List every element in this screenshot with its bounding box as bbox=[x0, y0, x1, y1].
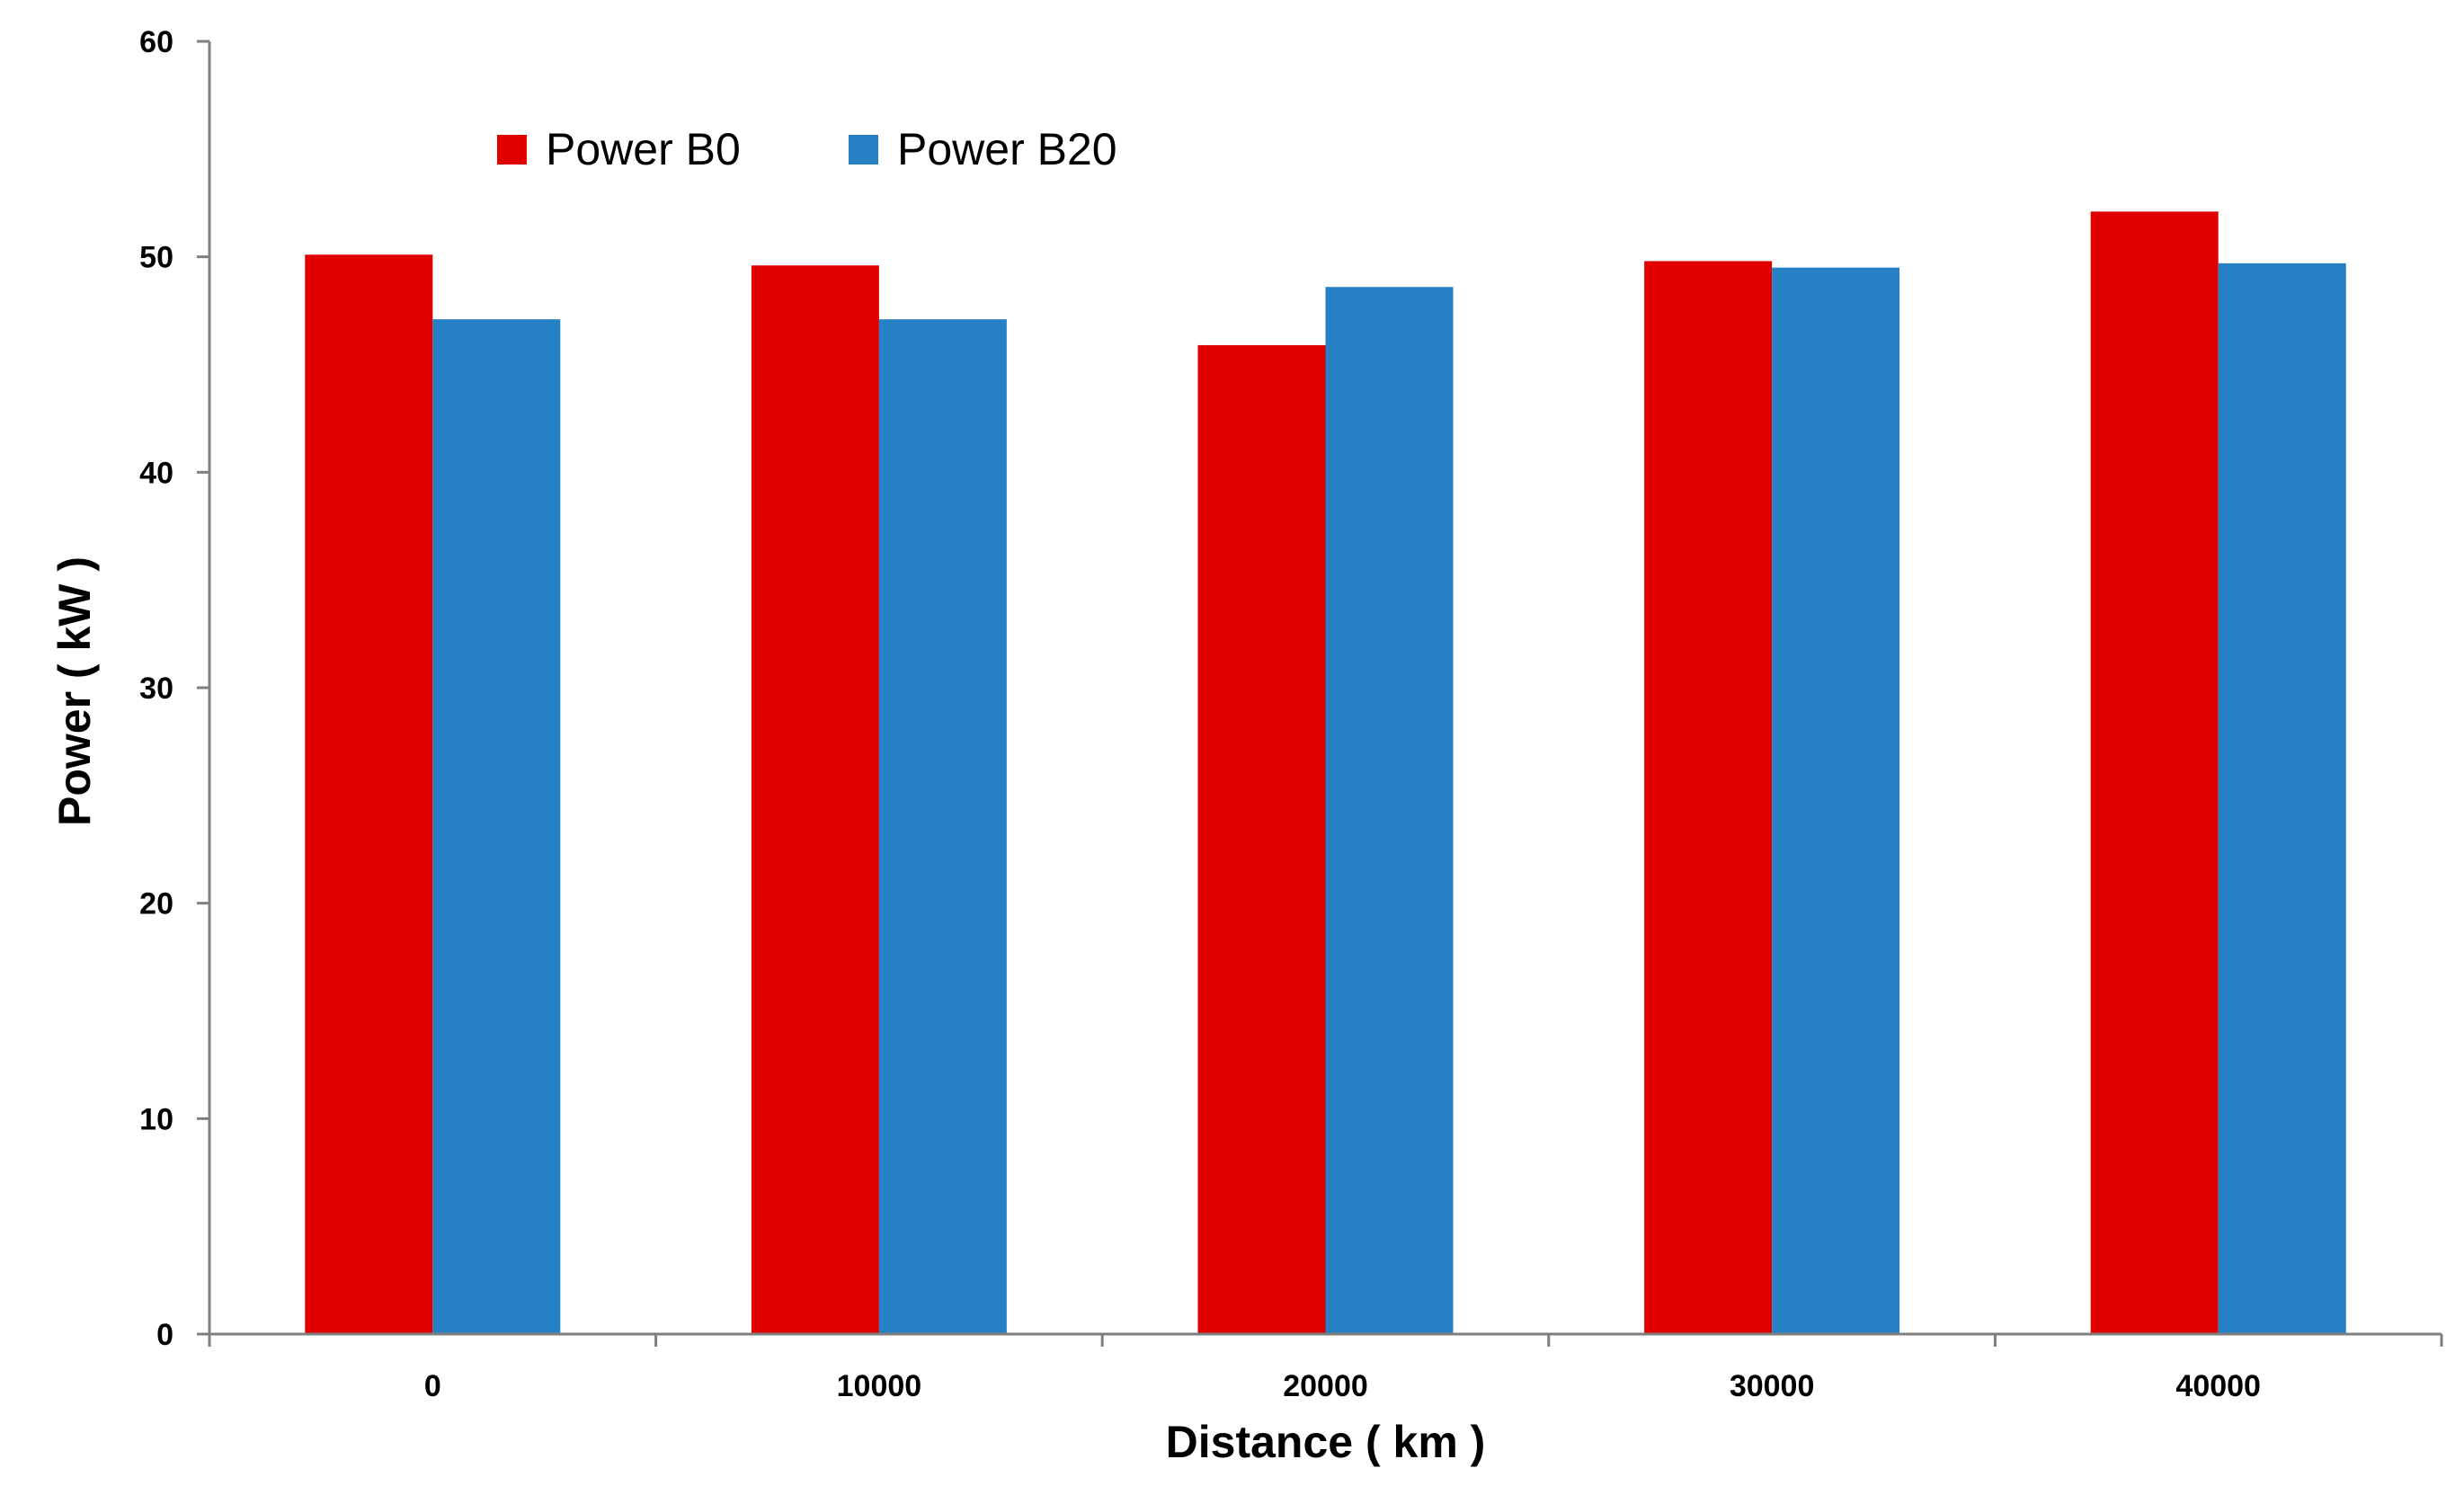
bar-power-b20 bbox=[1325, 287, 1454, 1335]
bar-power-b20 bbox=[2218, 263, 2346, 1334]
y-tick-label: 40 bbox=[139, 456, 173, 490]
y-tick-label: 0 bbox=[156, 1318, 173, 1352]
y-tick-label: 60 bbox=[139, 25, 173, 59]
legend-swatch bbox=[497, 135, 527, 165]
bar-power-b20 bbox=[1772, 267, 1900, 1334]
x-tick-label: 20000 bbox=[1283, 1369, 1368, 1403]
y-tick-label: 10 bbox=[139, 1102, 173, 1136]
bar-power-b0 bbox=[1644, 261, 1773, 1335]
y-tick-label: 50 bbox=[139, 241, 173, 275]
legend-swatch bbox=[849, 135, 878, 165]
bar-power-b20 bbox=[878, 319, 1007, 1334]
legend-label: Power B20 bbox=[897, 124, 1117, 174]
legend-label: Power B0 bbox=[546, 124, 741, 174]
bar-power-b0 bbox=[751, 265, 879, 1335]
bar-power-b20 bbox=[432, 319, 561, 1334]
bar-power-b0 bbox=[305, 254, 433, 1334]
x-axis-title: Distance ( km ) bbox=[1166, 1417, 1486, 1467]
y-axis-ticks: 0 10 20 30 40 50 60 bbox=[139, 25, 209, 1352]
x-tick-label: 0 bbox=[424, 1369, 441, 1403]
y-tick-label: 30 bbox=[139, 672, 173, 706]
y-tick-label: 20 bbox=[139, 887, 173, 921]
bar-power-b0 bbox=[2090, 211, 2219, 1334]
legend: Power B0 Power B20 bbox=[497, 124, 1117, 174]
bars-layer bbox=[305, 211, 2346, 1335]
y-axis-title: Power ( kW ) bbox=[49, 556, 100, 826]
x-tick-label: 40000 bbox=[2175, 1369, 2261, 1403]
x-axis-ticks: 0 10000 20000 30000 40000 bbox=[208, 1334, 2443, 1403]
x-tick-label: 30000 bbox=[1730, 1369, 1815, 1403]
x-tick-label: 10000 bbox=[837, 1369, 922, 1403]
bar-power-b0 bbox=[1197, 344, 1326, 1335]
